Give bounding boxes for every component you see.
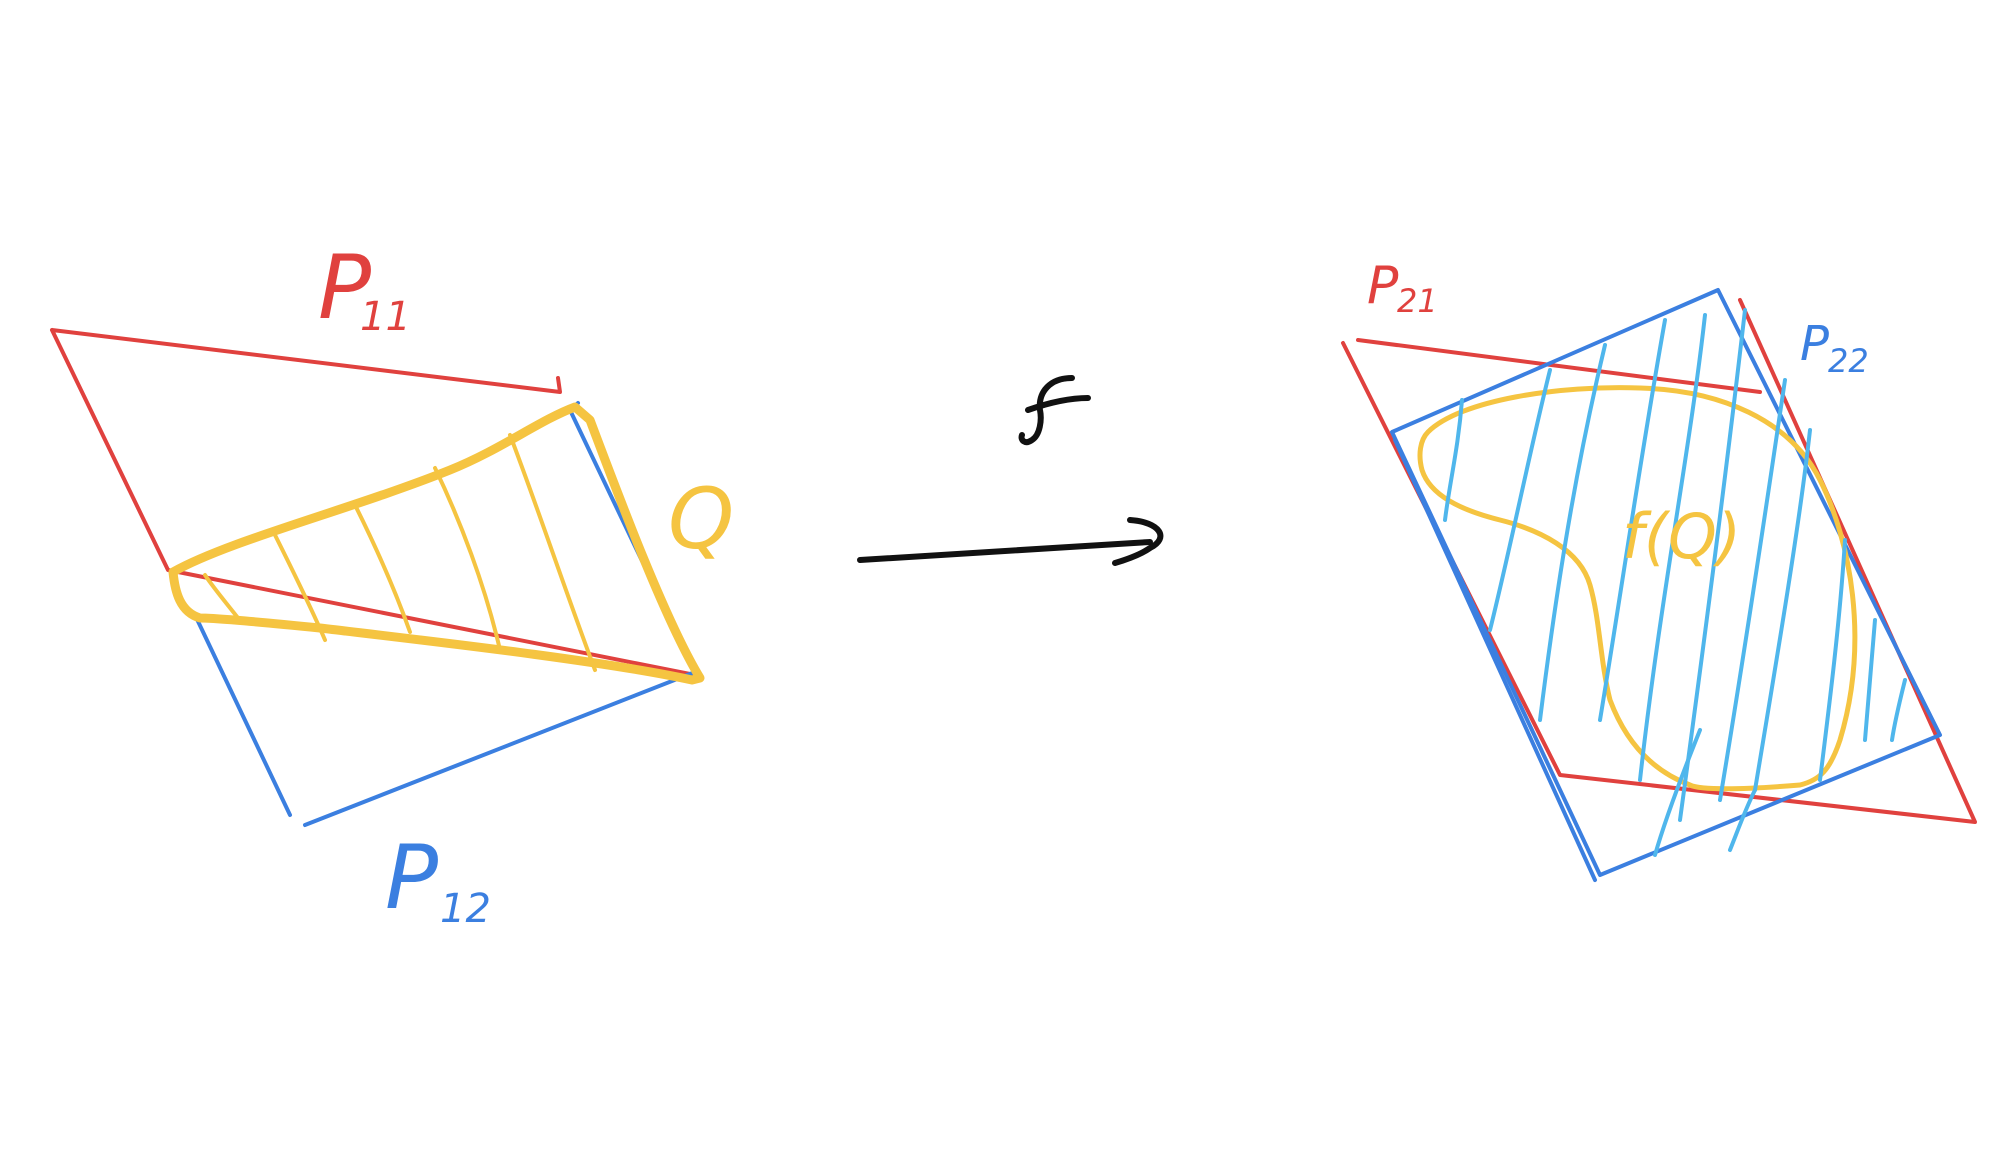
right-figure: P 21 P 22 f(Q) [1341,256,1977,882]
p12-subscript: 12 [440,886,491,932]
p12-label: P [385,826,438,929]
arrow-shaft [857,539,1153,563]
p11-polygon [50,328,702,678]
p21-label: P [1367,256,1399,316]
p22-polygon [1390,288,1942,877]
p22-label: P [1800,316,1829,372]
p21-subscript: 21 [1397,282,1438,320]
arrowhead-icon [1112,517,1164,566]
p22-subscript: 22 [1828,342,1869,380]
p11-subscript: 11 [360,294,411,340]
fq-label: f(Q) [1622,500,1741,573]
fq-hatching [1443,308,1907,857]
p22-edge-double [1393,438,1597,882]
q-label: Q [668,470,734,568]
mapping-arrow-group: f [857,375,1164,566]
q-region-outline [168,402,705,685]
left-figure: P 11 P 12 Q [50,236,734,932]
fq-region-outline [1417,385,1858,792]
f-glyph-icon [1018,375,1091,446]
q-hatching [203,433,597,672]
p11-label: P [318,236,371,339]
